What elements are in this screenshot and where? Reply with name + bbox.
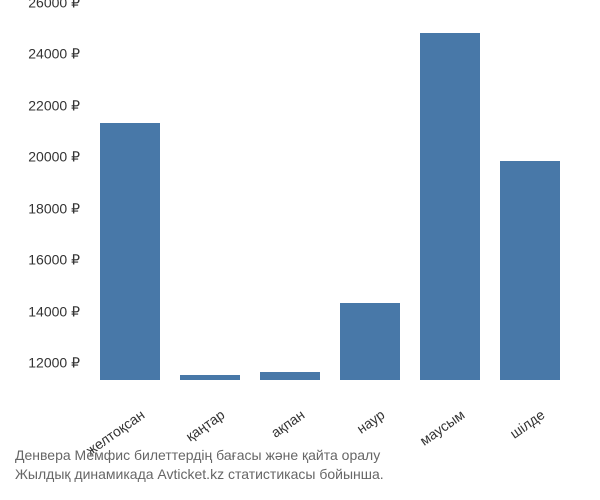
x-tick-label: желтоқсан — [111, 385, 160, 419]
y-tick-label: 22000 ₽ — [28, 97, 80, 114]
x-axis: желтоқсан қаңтар ақпан наур маусым шілде — [90, 385, 570, 445]
plot-area — [90, 20, 570, 380]
y-tick-label: 12000 ₽ — [28, 355, 80, 372]
bar — [260, 372, 320, 380]
x-tick-label: ақпан — [271, 385, 320, 419]
x-tick-label: қаңтар — [191, 385, 240, 419]
bars-group — [90, 20, 570, 380]
y-axis: 12000 ₽ 14000 ₽ 16000 ₽ 18000 ₽ 20000 ₽ 22000… — [0, 20, 85, 380]
bar — [500, 161, 560, 380]
y-tick-label: 20000 ₽ — [28, 149, 80, 166]
y-tick-label: 18000 ₽ — [28, 200, 80, 217]
bar — [180, 375, 240, 380]
caption-line-2: Жылдық динамикада Avticket.kz статистика… — [15, 465, 585, 485]
x-tick-label: наур — [351, 385, 400, 419]
bar — [100, 123, 160, 380]
x-tick-label: маусым — [431, 385, 480, 419]
x-tick-label: шілде — [511, 385, 560, 419]
chart-container: 12000 ₽ 14000 ₽ 16000 ₽ 18000 ₽ 20000 ₽ 22000… — [0, 0, 600, 500]
y-tick-label: 24000 ₽ — [28, 46, 80, 63]
bar — [420, 33, 480, 380]
y-tick-label: 16000 ₽ — [28, 252, 80, 269]
bar — [340, 303, 400, 380]
y-tick-label: 26000 ₽ — [28, 0, 80, 12]
y-tick-label: 14000 ₽ — [28, 303, 80, 320]
chart-caption: Денвера Мемфис билеттердің бағасы және қ… — [15, 446, 585, 485]
caption-line-1: Денвера Мемфис билеттердің бағасы және қ… — [15, 446, 585, 466]
